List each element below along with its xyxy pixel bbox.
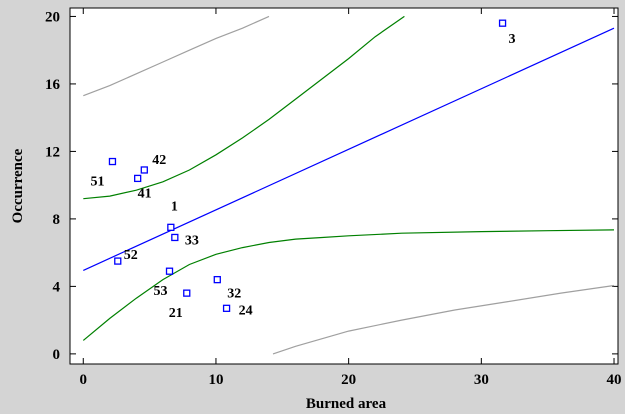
data-point xyxy=(114,257,122,265)
x-tick-label: 0 xyxy=(80,372,88,388)
y-tick-label: 8 xyxy=(53,212,61,228)
data-point xyxy=(171,233,179,242)
y-tick-label: 12 xyxy=(45,144,60,160)
data-point xyxy=(222,304,231,312)
plot-area xyxy=(69,7,619,365)
point-label: 52 xyxy=(124,248,138,263)
point-label: 1 xyxy=(171,199,178,214)
y-axis-title: Occurrence xyxy=(10,148,26,223)
data-points: 3 42 51 41 1 33 52 53 32 21 24 xyxy=(90,19,516,321)
prediction-lower-line xyxy=(272,284,615,355)
y-tick-label: 20 xyxy=(45,9,60,25)
data-point xyxy=(108,157,117,166)
x-tick-label: 40 xyxy=(607,372,622,388)
point-label: 33 xyxy=(185,233,199,248)
point-label: 24 xyxy=(239,303,253,318)
point-label: 32 xyxy=(227,287,241,302)
data-point xyxy=(213,275,221,284)
data-point xyxy=(167,223,175,231)
x-tick-label: 30 xyxy=(474,372,489,388)
confidence-upper-line xyxy=(83,15,405,200)
point-label: 3 xyxy=(509,32,516,47)
point-label: 21 xyxy=(169,306,183,321)
tick-labels: 0 10 20 30 40 0 4 8 12 16 20 xyxy=(45,9,622,388)
confidence-lower-line xyxy=(82,229,615,341)
point-label: 51 xyxy=(90,175,104,190)
y-tick-label: 4 xyxy=(53,279,61,295)
data-point xyxy=(134,174,142,183)
data-point xyxy=(183,289,191,297)
y-tick-label: 0 xyxy=(53,347,61,363)
point-label: 42 xyxy=(152,153,166,168)
point-label: 53 xyxy=(154,284,168,299)
axis-ticks xyxy=(70,8,618,364)
y-tick-label: 16 xyxy=(45,77,61,93)
x-tick-label: 20 xyxy=(341,372,356,388)
x-tick-label: 10 xyxy=(208,372,223,388)
point-label: 41 xyxy=(138,186,152,201)
prediction-upper-line xyxy=(83,15,270,97)
data-point xyxy=(165,267,174,275)
x-axis-title: Burned area xyxy=(306,396,387,412)
data-point xyxy=(498,19,507,27)
data-point xyxy=(140,166,148,174)
